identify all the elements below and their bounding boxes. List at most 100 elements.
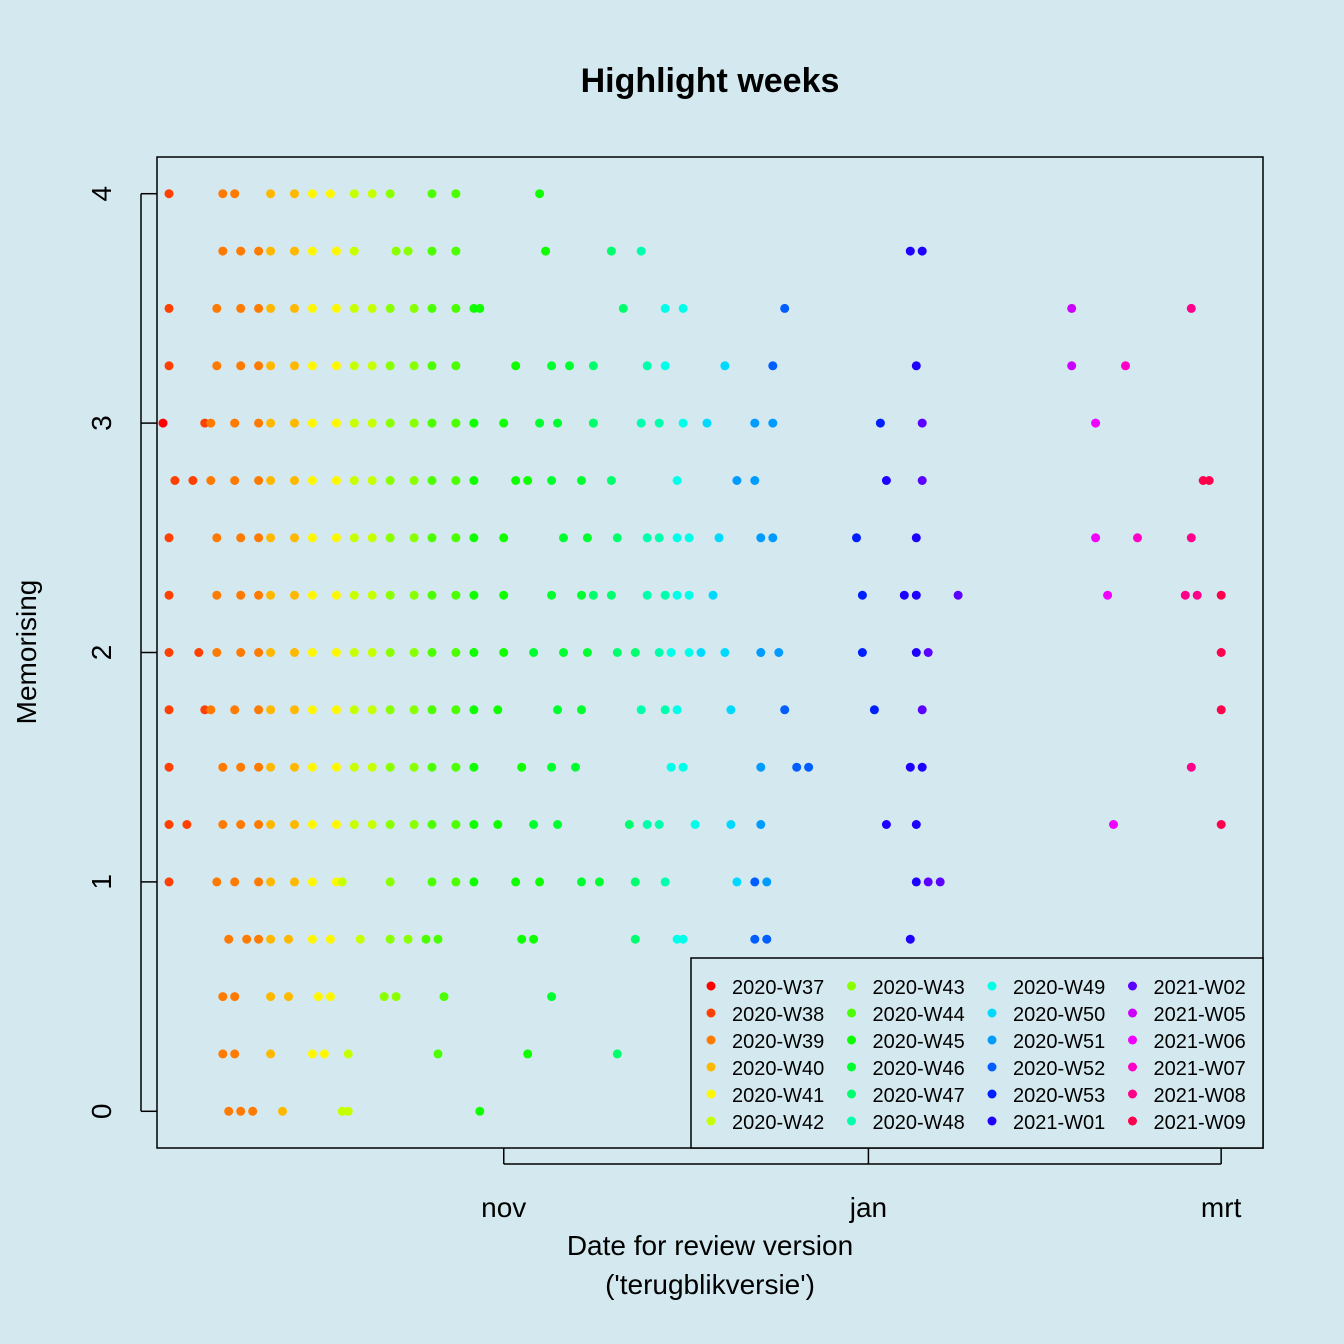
point-2020-W39 <box>236 361 246 371</box>
legend-label: 2020-W39 <box>732 1031 824 1053</box>
point-2020-W46 <box>553 705 563 715</box>
point-2020-W48 <box>642 820 652 829</box>
point-2020-W43 <box>409 533 419 543</box>
point-2020-W47 <box>624 820 634 829</box>
legend-marker <box>706 1089 716 1099</box>
point-2020-W41 <box>331 762 341 772</box>
point-2020-W44 <box>451 590 461 600</box>
point-2020-W43 <box>385 189 395 199</box>
point-2020-W49 <box>678 418 688 428</box>
point-2020-W49 <box>684 590 694 600</box>
point-2020-W51 <box>750 418 760 428</box>
point-2020-W49 <box>678 303 688 313</box>
point-2020-W42 <box>367 648 377 657</box>
point-2020-W39 <box>212 361 222 371</box>
point-2020-W47 <box>612 1049 622 1059</box>
point-2020-W41 <box>307 590 317 600</box>
point-2020-W49 <box>678 762 688 772</box>
point-2020-W50 <box>714 533 724 543</box>
legend-marker <box>706 1062 716 1072</box>
point-2020-W42 <box>367 820 377 829</box>
point-2020-W39 <box>254 476 264 485</box>
point-2020-W42 <box>337 877 347 887</box>
point-2020-W45 <box>541 246 551 256</box>
point-2020-W51 <box>762 877 772 887</box>
point-2020-W39 <box>254 648 264 657</box>
point-2020-W39 <box>206 418 216 428</box>
point-2020-W42 <box>349 189 359 199</box>
point-2020-W43 <box>409 361 419 371</box>
point-2021-W09 <box>1216 648 1226 657</box>
legend-marker <box>706 1008 716 1018</box>
point-2020-W47 <box>630 877 640 887</box>
point-2020-W44 <box>427 648 437 657</box>
point-2020-W47 <box>588 361 598 371</box>
point-2020-W42 <box>349 820 359 829</box>
legend-marker <box>706 981 716 991</box>
point-2020-W52 <box>768 361 778 371</box>
point-2020-W46 <box>577 705 586 715</box>
legend-marker <box>1128 1035 1137 1045</box>
legend-label: 2021-W01 <box>1013 1112 1105 1134</box>
point-2020-W46 <box>565 361 574 371</box>
point-2020-W39 <box>218 189 228 199</box>
point-2020-W39 <box>236 303 246 313</box>
point-2021-W09 <box>1216 705 1226 715</box>
point-2020-W52 <box>762 934 772 944</box>
point-2020-W43 <box>409 303 419 313</box>
legend-label: 2020-W40 <box>732 1058 824 1080</box>
point-2020-W45 <box>493 820 503 829</box>
point-2020-W44 <box>427 533 437 543</box>
point-2020-W44 <box>433 934 443 944</box>
point-2020-W46 <box>547 590 557 600</box>
point-2020-W45 <box>535 189 545 199</box>
point-2020-W39 <box>230 476 240 485</box>
point-2020-W43 <box>409 590 419 600</box>
point-2020-W53 <box>875 418 885 428</box>
point-2020-W46 <box>535 418 545 428</box>
point-2020-W46 <box>559 648 568 657</box>
x-tick-label: mrt <box>1201 1192 1242 1223</box>
point-2020-W40 <box>266 533 276 543</box>
point-2020-W52 <box>804 762 814 772</box>
point-2020-W47 <box>606 246 616 256</box>
point-2020-W40 <box>290 189 299 199</box>
point-2020-W50 <box>732 877 742 887</box>
point-2020-W39 <box>254 533 264 543</box>
point-2021-W09 <box>1216 590 1226 600</box>
point-2020-W42 <box>367 418 377 428</box>
point-2020-W40 <box>290 877 299 887</box>
point-2020-W42 <box>367 762 377 772</box>
points-layer <box>158 189 1226 1116</box>
point-2020-W49 <box>672 533 682 543</box>
legend-marker <box>847 1035 856 1045</box>
point-2020-W41 <box>307 934 317 944</box>
point-2021-W05 <box>1067 303 1077 313</box>
point-2020-W46 <box>582 648 592 657</box>
point-2020-W48 <box>636 246 646 256</box>
point-2020-W50 <box>708 590 718 600</box>
point-2020-W40 <box>266 648 276 657</box>
point-2020-W41 <box>331 590 341 600</box>
point-2020-W44 <box>451 877 461 887</box>
point-2020-W48 <box>654 648 664 657</box>
point-2020-W49 <box>672 590 682 600</box>
point-2020-W38 <box>164 705 174 715</box>
point-2020-W41 <box>307 418 317 428</box>
point-2020-W39 <box>242 934 252 944</box>
point-2020-W46 <box>529 648 539 657</box>
point-2020-W48 <box>660 705 670 715</box>
point-2020-W42 <box>343 1106 353 1116</box>
point-2020-W41 <box>307 476 317 485</box>
legend-box <box>690 957 1264 1149</box>
point-2021-W06 <box>1109 820 1118 829</box>
legend-label: 2020-W53 <box>1013 1085 1105 1107</box>
point-2020-W47 <box>612 533 622 543</box>
point-2020-W41 <box>307 1049 317 1059</box>
point-2020-W38 <box>164 590 174 600</box>
y-axis-label: Memorising <box>11 580 42 725</box>
point-2020-W41 <box>331 246 341 256</box>
legend-label: 2021-W02 <box>1154 977 1246 999</box>
point-2020-W44 <box>451 820 461 829</box>
point-2020-W43 <box>409 418 419 428</box>
